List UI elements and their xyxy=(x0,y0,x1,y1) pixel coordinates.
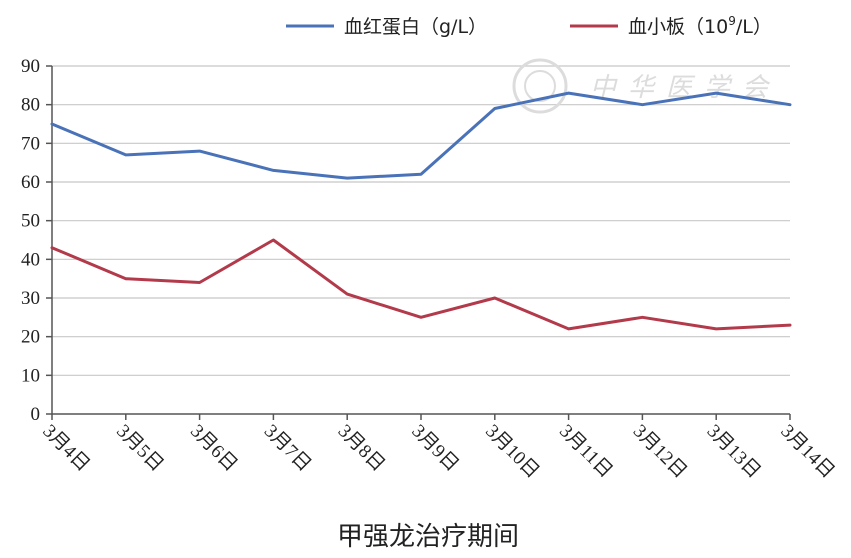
y-tick-label: 40 xyxy=(21,249,40,270)
x-tick-label: 3月10日 xyxy=(481,421,543,483)
x-tick-label: 3月11日 xyxy=(555,421,616,482)
y-tick-label: 10 xyxy=(21,365,40,386)
y-tick-label: 20 xyxy=(21,327,40,348)
x-tick-label: 3月9日 xyxy=(407,421,462,476)
x-tick-label: 3月12日 xyxy=(629,421,691,483)
axes xyxy=(46,65,791,420)
x-tick-label: 3月7日 xyxy=(260,421,315,476)
watermark-seal xyxy=(512,58,568,114)
watermark-seal-inner xyxy=(524,70,556,102)
y-tick-label: 50 xyxy=(21,211,40,232)
x-tick-labels: 3月4日 3月5日 3月6日 3月7日 3月8日 3月9日 3月10日 3月11日 3月12日 3… xyxy=(38,421,838,483)
series-lines xyxy=(50,91,792,331)
gridlines xyxy=(52,65,790,376)
legend: 血红蛋白（g/L） 血小板（109/L） xyxy=(286,14,772,38)
series-line-1 xyxy=(50,91,792,180)
x-tick-label: 3月8日 xyxy=(334,421,389,476)
y-tick-label: 90 xyxy=(21,56,40,77)
legend-label-1: 血红蛋白（g/L） xyxy=(344,16,487,38)
y-tick-label: 0 xyxy=(31,404,41,425)
y-tick-labels: 0 10 20 30 40 50 60 70 80 90 xyxy=(21,56,40,425)
x-axis-label: 甲强龙治疗期间 xyxy=(337,522,519,552)
y-tick-label: 60 xyxy=(21,172,40,193)
y-tick-label: 80 xyxy=(21,95,40,116)
x-tick-label: 3月13日 xyxy=(703,421,765,483)
y-tick-label: 30 xyxy=(21,288,40,309)
series-line-2 xyxy=(50,238,792,331)
legend-label-2: 血小板（109/L） xyxy=(628,14,772,38)
x-tick-label: 3月6日 xyxy=(186,421,241,476)
x-tick-label: 3月14日 xyxy=(776,421,838,483)
x-tick-label: 3月5日 xyxy=(112,421,167,476)
y-tick-label: 70 xyxy=(21,133,40,154)
x-tick-label: 3月4日 xyxy=(38,421,93,476)
